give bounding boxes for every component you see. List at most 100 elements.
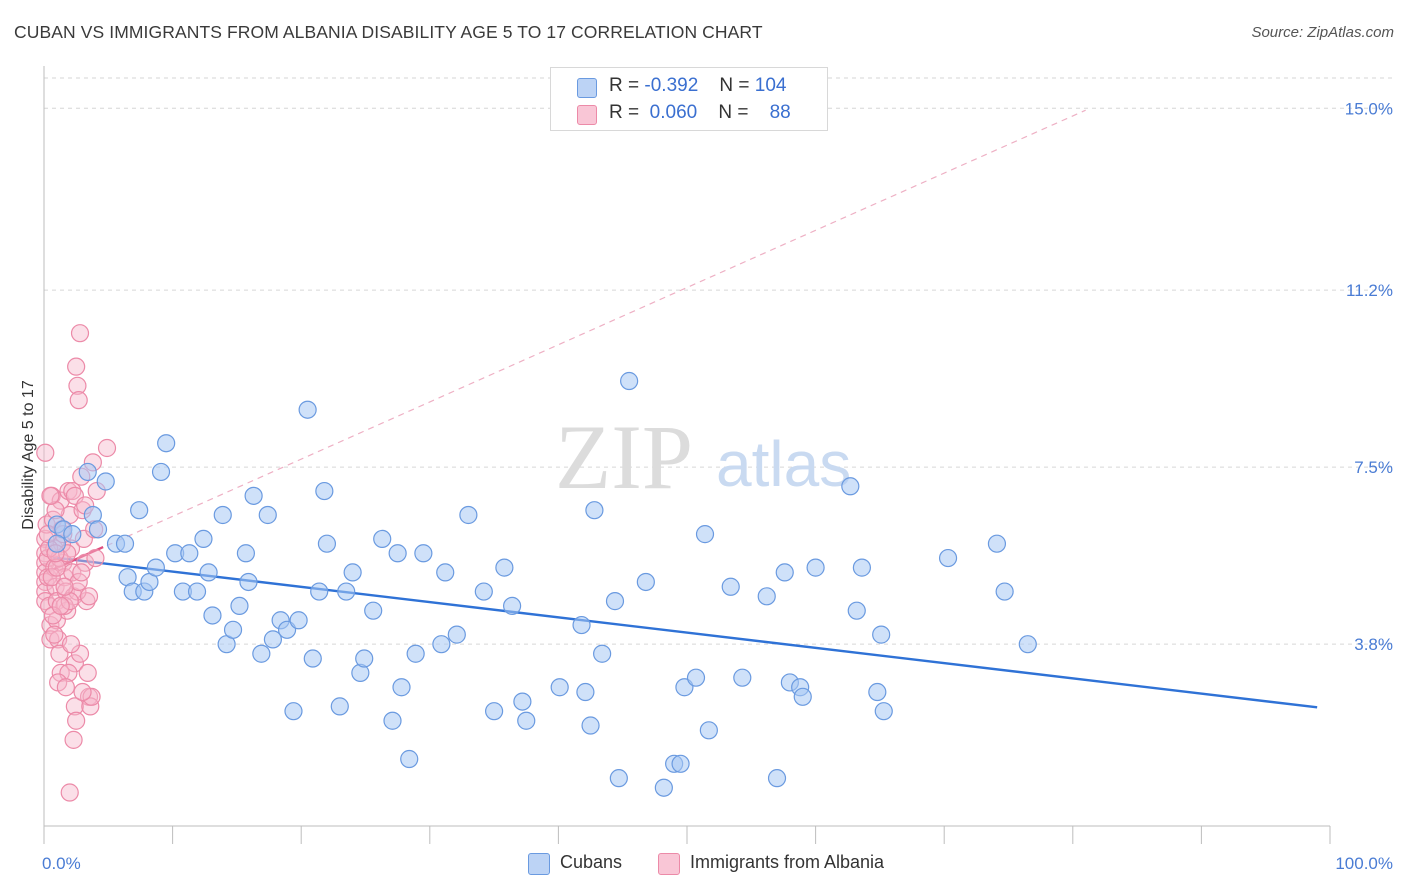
cubans-point (767, 769, 787, 788)
cubans-point (517, 711, 536, 730)
legend-r-value: 0.060 (649, 102, 698, 123)
y-tick-label: 15.0% (1345, 99, 1393, 118)
albania-point (60, 783, 79, 802)
albania-point (36, 443, 55, 462)
y-tick-label: 3.8% (1354, 635, 1393, 654)
cubans-point (194, 529, 213, 549)
cubans-point (585, 501, 604, 520)
x-tick-label: 100.0% (1335, 854, 1393, 873)
albania-point (41, 486, 60, 505)
cubans-point (364, 601, 383, 620)
cubans-point (987, 534, 1007, 553)
watermark-zip: ZIP (555, 406, 693, 508)
albania-point (60, 592, 79, 611)
cubans-point (343, 563, 362, 582)
legend-n-label: N = (719, 75, 750, 96)
legend-row-albania: R = 0.060 N = 88 (551, 101, 827, 129)
cubans-point (995, 582, 1014, 601)
cubans-trend-line (50, 555, 1318, 709)
cubans-point (757, 587, 776, 606)
cubans-point (581, 716, 600, 735)
legend-r-label: R = (609, 102, 640, 123)
albania-point (47, 558, 66, 577)
albania-point (68, 376, 87, 395)
albania-point (70, 324, 90, 343)
albania-point (67, 711, 86, 730)
albania-point (65, 654, 84, 673)
cubans-point (130, 501, 149, 520)
legend-label-cubans: Cubans (560, 852, 623, 872)
axes (43, 66, 1331, 844)
y-axis-title: Disability Age 5 to 17 (20, 380, 37, 530)
cubans-point (485, 702, 504, 721)
source-credit: Source: ZipAtlas.com (1251, 24, 1394, 41)
cubans-point (213, 505, 232, 525)
cubans-point (432, 635, 451, 654)
cubans-point (203, 606, 222, 625)
cubans-point (78, 462, 97, 482)
cubans-point (96, 472, 115, 491)
cubans-point (180, 544, 199, 563)
albania-point (72, 563, 91, 582)
cubans-point (317, 534, 337, 553)
cubans-point (388, 544, 407, 563)
cubans-point (775, 563, 794, 582)
cubans-point (187, 582, 207, 601)
cubans-point (620, 371, 639, 391)
tick-labels: 3.8% 7.5% 11.2% 15.0% 0.0% 100.0% (42, 99, 1393, 873)
cubans-point (872, 625, 891, 644)
cubans-point (938, 548, 958, 568)
watermark: ZIP atlas (555, 406, 851, 508)
albania-point (67, 357, 86, 376)
cubans-point (503, 596, 522, 615)
watermark-atlas: atlas (716, 428, 851, 500)
cubans-point (392, 678, 411, 697)
cubans-point (373, 529, 392, 549)
cubans-point (793, 687, 812, 706)
cubans-point (239, 572, 258, 592)
albania-point (45, 625, 64, 644)
cubans-point (151, 462, 171, 482)
cubans-point (495, 558, 514, 577)
cubans-point (63, 525, 82, 544)
cubans-point (806, 558, 825, 577)
cubans-point (874, 702, 893, 721)
cubans-point (609, 769, 628, 788)
legend-r-label: R = (609, 75, 640, 96)
cubans-point (315, 481, 334, 501)
cubans-point (576, 682, 595, 702)
albania-point (78, 663, 97, 682)
albania-point (97, 438, 117, 458)
albania-point (81, 697, 100, 716)
cubans-point (263, 630, 283, 649)
cubans-point (447, 625, 466, 644)
data-points (36, 324, 1037, 802)
cubans-point (223, 620, 243, 639)
cubans-point (289, 611, 308, 630)
cubans-point (671, 754, 690, 773)
legend-row-cubans: R = -0.392 N = 104 (551, 74, 827, 102)
albania-point (42, 568, 61, 587)
cubans-point (230, 596, 249, 615)
cubans-point (605, 592, 625, 611)
cubans-point (330, 697, 349, 716)
albania-point (61, 635, 81, 654)
cubans-point (303, 649, 322, 668)
albania-trend-extended (46, 109, 1086, 573)
albania-point (51, 596, 70, 615)
cubans-point (406, 644, 425, 663)
cubans-point (244, 486, 263, 505)
cubans-point (513, 692, 532, 711)
cubans-point (841, 477, 860, 496)
cubans-point (593, 644, 612, 663)
cubans-point (721, 577, 740, 596)
legend-swatch-blue (528, 853, 550, 875)
cubans-point (654, 778, 673, 797)
cubans-point (636, 572, 655, 592)
cubans-point (474, 582, 493, 601)
chart-title: CUBAN VS IMMIGRANTS FROM ALBANIA DISABIL… (14, 22, 763, 42)
cubans-point (298, 400, 317, 419)
cubans-point (355, 649, 374, 668)
cubans-point (258, 505, 277, 525)
